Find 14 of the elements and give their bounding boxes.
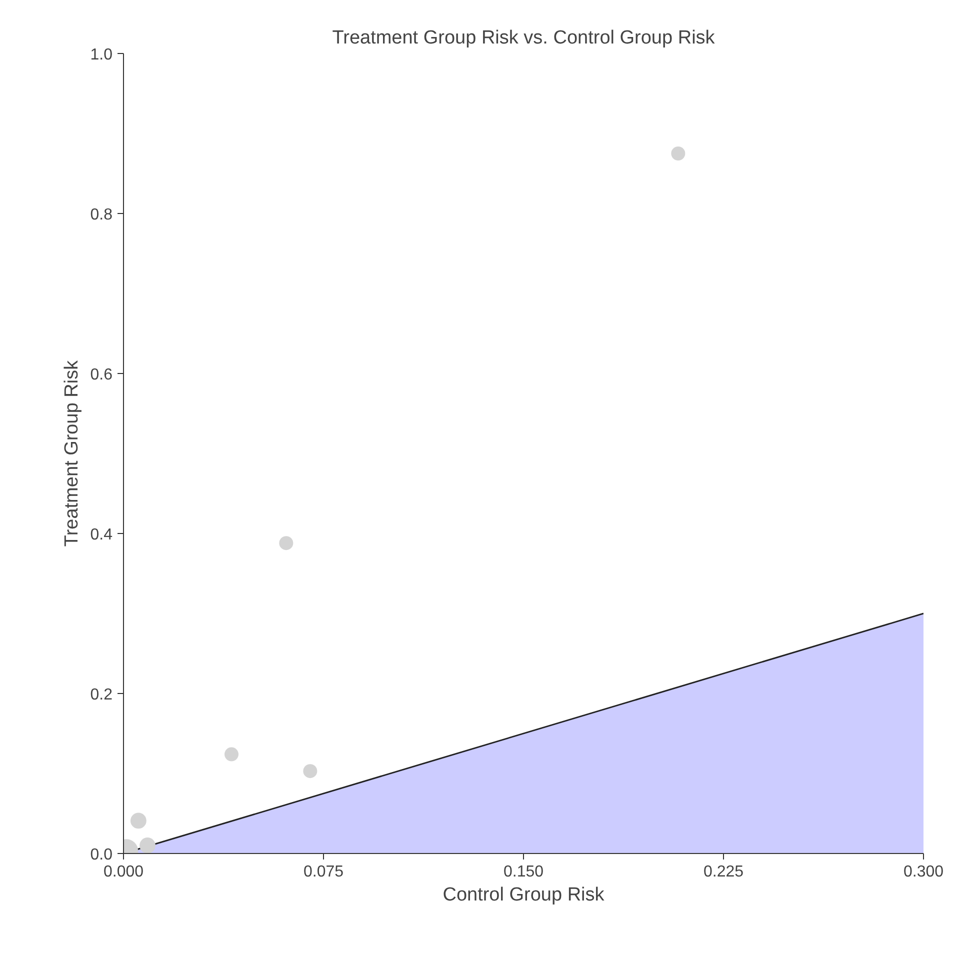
x-tick-label: 0.150 <box>503 864 544 880</box>
x-tick-label: 0.300 <box>903 864 944 880</box>
x-tick-label: 0.000 <box>103 864 144 880</box>
y-tick-label: 0.8 <box>90 206 113 224</box>
y-tick-label: 1.0 <box>90 46 113 64</box>
x-tick-label: 0.225 <box>703 864 744 880</box>
y-tick-label: 0.6 <box>90 366 113 384</box>
y-tick-label: 0.4 <box>90 526 113 544</box>
x-axis-title: Control Group Risk <box>442 884 605 906</box>
chart-title: Treatment Group Risk vs. Control Group Risk <box>332 28 716 48</box>
y-tick-label: 0.0 <box>90 846 113 864</box>
x-tick-label: 0.075 <box>303 864 344 880</box>
y-tick-label: 0.2 <box>90 686 113 704</box>
y-axis-title: Treatment Group Risk <box>61 360 82 547</box>
